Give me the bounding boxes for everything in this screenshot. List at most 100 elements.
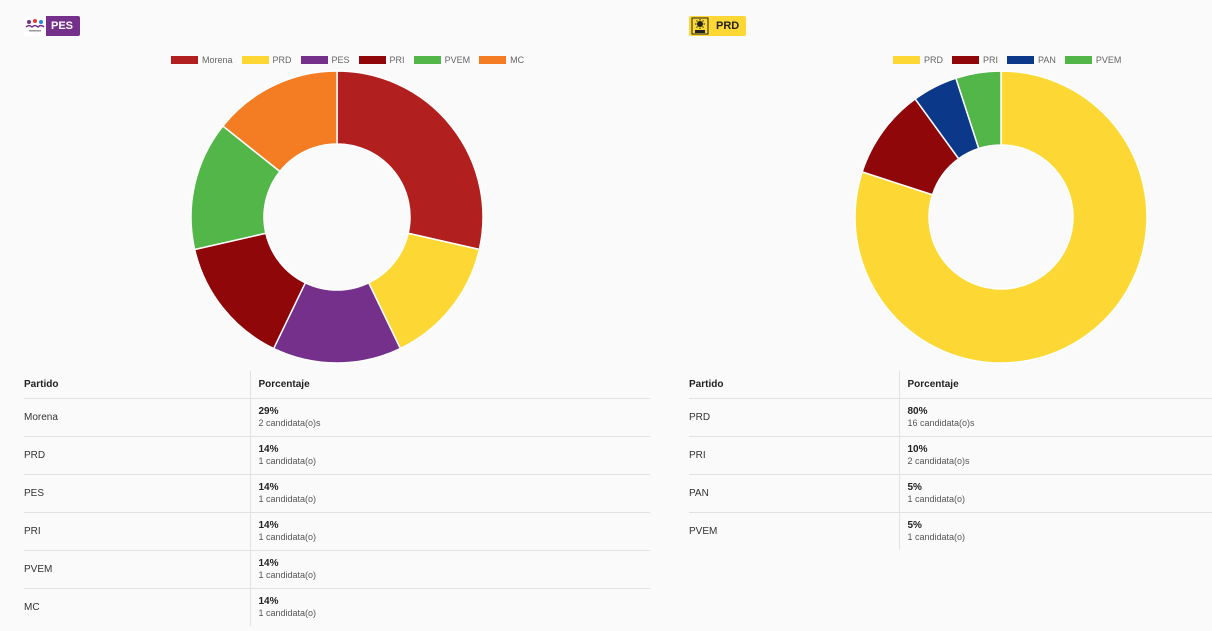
party-table: Partido Porcentaje PRD 80% 16 candidata(o)…: [689, 371, 1212, 550]
legend-item-pes[interactable]: PES: [300, 55, 350, 65]
legend-swatch: [1007, 56, 1035, 64]
slice-morena[interactable]: [336, 70, 484, 251]
legend-swatch: [241, 56, 269, 64]
badge-label: PRD: [711, 16, 747, 36]
legend-item-morena[interactable]: Morena: [171, 55, 233, 65]
party-name: PVEM: [689, 511, 899, 550]
chart-legend: Morena PRD PES PRI PVEM MC: [171, 55, 533, 65]
table-row: PVEM 5% 1 candidata(o): [689, 511, 1212, 550]
doughnut-chart: [854, 70, 1148, 364]
legend-item-pri[interactable]: PRI: [952, 55, 998, 65]
legend-label: PVEM: [1095, 55, 1122, 65]
party-badge: PES: [24, 16, 81, 36]
percent-value: 14%: [258, 482, 279, 493]
party-percent-cell: 5% 1 candidata(o): [898, 511, 1212, 550]
party-percent-cell: 29% 2 candidata(o)s: [249, 397, 650, 436]
party-name: PRI: [24, 511, 250, 550]
percent-value: 14%: [258, 444, 279, 455]
party-name: PAN: [689, 473, 899, 512]
slice-pvem[interactable]: [954, 70, 1002, 150]
candidate-count: 1 candidata(o): [258, 608, 317, 619]
candidate-count: 1 candidata(o): [258, 532, 317, 542]
percent-value: 5%: [907, 482, 922, 493]
legend-swatch: [1064, 56, 1092, 64]
party-percent-cell: 80% 16 candidata(o)s: [898, 397, 1212, 436]
legend-swatch: [300, 56, 328, 64]
table-row: PES 14% 1 candidata(o): [24, 473, 650, 512]
candidate-count: 1 candidata(o): [258, 494, 317, 504]
legend-label: Morena: [202, 55, 233, 65]
percent-value: 29%: [258, 406, 279, 417]
slice-prd[interactable]: [854, 70, 1148, 364]
party-name: Morena: [24, 397, 250, 436]
percent-value: 5%: [907, 520, 922, 532]
legend-item-pri[interactable]: PRI: [358, 55, 405, 65]
table-row: PAN 5% 1 candidata(o): [689, 473, 1212, 512]
header-party: Partido: [24, 378, 59, 390]
table-row: PRI 10% 2 candidata(o)s: [689, 435, 1212, 474]
legend-item-prd[interactable]: PRD: [241, 55, 292, 65]
party-percent-cell: 14% 1 candidata(o): [249, 473, 650, 512]
party-percent-cell: 10% 2 candidata(o)s: [898, 435, 1212, 474]
legend-item-pan[interactable]: PAN: [1007, 55, 1056, 65]
legend-swatch: [413, 56, 441, 64]
doughnut-chart: [190, 70, 484, 364]
party-name: PRD: [24, 435, 250, 474]
legend-label: MC: [510, 55, 525, 65]
legend-swatch: [893, 56, 920, 64]
party-name: PRD: [689, 397, 899, 436]
percent-value: 80%: [907, 406, 928, 417]
table-row: PRI 14% 1 candidata(o): [24, 511, 650, 550]
percent-value: 14%: [258, 520, 279, 531]
header-percent: Porcentaje: [898, 371, 1212, 398]
party-name: PRI: [689, 435, 899, 474]
party-name: PVEM: [24, 549, 250, 588]
table-row: PRD 80% 16 candidata(o)s: [689, 397, 1212, 436]
chart-legend: PRD PRI PAN PVEM: [893, 55, 1130, 65]
legend-label: PAN: [1038, 55, 1056, 65]
percent-value: 14%: [258, 596, 279, 608]
badge-label: PES: [46, 16, 81, 36]
party-percent-cell: 5% 1 candidata(o): [898, 473, 1212, 512]
legend-label: PES: [331, 55, 350, 65]
table-row: PVEM 14% 1 candidata(o): [24, 549, 650, 588]
table-row: MC 14% 1 candidata(o): [24, 587, 650, 626]
party-percent-cell: 14% 1 candidata(o): [249, 511, 650, 550]
legend-item-pvem[interactable]: PVEM: [413, 55, 471, 65]
percent-value: 14%: [258, 558, 279, 569]
candidate-count: 16 candidata(o)s: [907, 418, 975, 428]
table-row: PRD 14% 1 candidata(o): [24, 435, 650, 474]
header-party: Partido: [689, 378, 724, 390]
legend-label: PRD: [272, 55, 292, 65]
candidate-count: 2 candidata(o)s: [258, 418, 321, 428]
candidate-count: 1 candidata(o): [258, 456, 317, 466]
legend-label: PVEM: [444, 55, 471, 65]
candidate-count: 1 candidata(o): [907, 532, 966, 543]
legend-swatch: [479, 56, 507, 64]
legend-item-prd[interactable]: PRD: [893, 55, 943, 65]
party-badge: PRD: [689, 16, 747, 36]
party-percent-cell: 14% 1 candidata(o): [249, 435, 650, 474]
candidate-count: 2 candidata(o)s: [907, 456, 970, 466]
legend-swatch: [358, 56, 386, 64]
legend-item-pvem[interactable]: PVEM: [1064, 55, 1122, 65]
party-name: MC: [24, 587, 250, 626]
legend-label: PRD: [924, 55, 944, 65]
legend-label: PRI: [389, 55, 405, 65]
party-table: Partido Porcentaje Morena 29% 2 candidata(…: [24, 371, 650, 626]
candidate-count: 1 candidata(o): [258, 570, 317, 580]
percent-value: 10%: [907, 444, 928, 455]
party-name: PES: [24, 473, 250, 512]
pes-logo-icon: [24, 16, 46, 36]
party-percent-cell: 14% 1 candidata(o): [249, 549, 650, 588]
legend-swatch: [952, 56, 980, 64]
party-percent-cell: 14% 1 candidata(o): [249, 587, 650, 626]
legend-item-mc[interactable]: MC: [479, 55, 524, 65]
header-percent: Porcentaje: [249, 371, 650, 398]
legend-label: PRI: [983, 55, 999, 65]
slice-mc[interactable]: [221, 70, 338, 173]
prd-logo-icon: [689, 16, 711, 36]
candidate-count: 1 candidata(o): [907, 494, 966, 504]
table-row: Morena 29% 2 candidata(o)s: [24, 397, 650, 436]
legend-swatch: [171, 56, 198, 64]
